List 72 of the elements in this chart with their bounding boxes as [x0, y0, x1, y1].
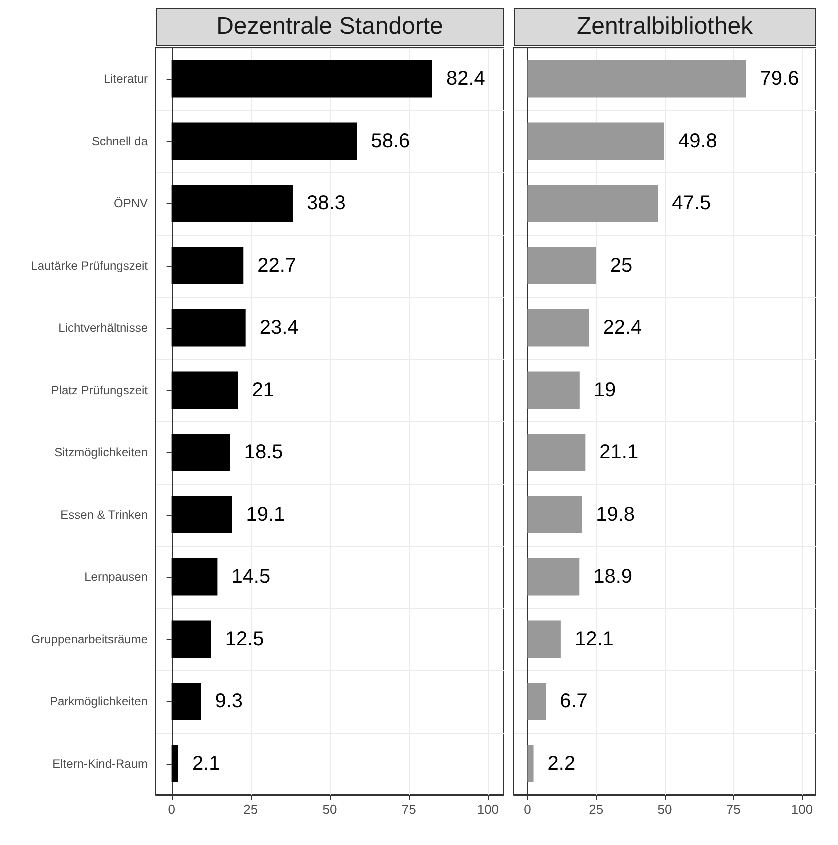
data-label: 21 — [252, 379, 275, 402]
x-tick-label: 0 — [168, 802, 176, 817]
bar — [528, 496, 582, 534]
data-label: 2.2 — [548, 752, 576, 775]
chart-title: Dezentrale Standorte — [156, 8, 504, 46]
x-tick-label: 100 — [477, 802, 500, 817]
data-label: 18.5 — [244, 442, 284, 464]
bar — [528, 558, 580, 596]
x-tick-label: 25 — [589, 802, 604, 817]
y-tick-label: Sitzmöglichkeiten — [54, 446, 148, 460]
bar — [172, 434, 230, 472]
y-tick-label: Lernpausen — [84, 570, 148, 584]
y-tick-label: Gruppenarbeitsräume — [31, 632, 148, 646]
x-tick-label: 50 — [658, 802, 672, 817]
data-label: 49.8 — [678, 130, 718, 152]
data-label: 12.5 — [225, 628, 264, 650]
bar — [172, 682, 202, 720]
x-tick-label: 100 — [791, 802, 814, 817]
bar — [172, 60, 432, 98]
data-label: 23.4 — [260, 317, 299, 340]
data-label: 14.5 — [232, 566, 271, 588]
x-tick-label: 0 — [524, 802, 532, 817]
bar — [528, 372, 580, 410]
bar — [172, 184, 293, 222]
data-label: 47.5 — [672, 192, 712, 215]
x-tick-label: 50 — [322, 802, 338, 817]
bar — [528, 309, 590, 347]
data-label: 38.3 — [306, 192, 346, 215]
data-label: 25 — [610, 254, 633, 277]
data-label: 19.8 — [596, 504, 636, 526]
bar — [172, 496, 232, 534]
data-label: 79.6 — [760, 68, 800, 90]
data-label: 18.9 — [594, 566, 633, 588]
data-label: 58.6 — [371, 130, 410, 152]
bar — [528, 184, 658, 222]
bar — [172, 122, 358, 160]
data-label: 22.4 — [603, 317, 642, 340]
bar — [172, 745, 178, 783]
bar — [528, 434, 586, 472]
bar — [528, 745, 534, 783]
y-tick-label: Schnell da — [92, 134, 148, 148]
bar — [528, 682, 546, 720]
y-tick-label: Lichtverhältnisse — [58, 321, 148, 336]
y-tick-label: Lautärke Prüfungszeit — [31, 258, 149, 273]
data-label: 22.7 — [258, 254, 297, 277]
chart-title: Zentralbibliothek — [514, 8, 816, 46]
bar — [172, 309, 246, 347]
bar — [172, 247, 244, 285]
x-tick-label: 75 — [726, 802, 741, 817]
bar — [528, 620, 561, 658]
y-tick-label: ÖPNV — [114, 196, 148, 211]
data-label: 82.4 — [446, 68, 486, 90]
data-label: 2.1 — [192, 752, 220, 775]
y-tick-label: Parkmöglichkeiten — [50, 694, 148, 709]
y-tick-label: Essen & Trinken — [60, 508, 148, 522]
bar — [172, 558, 218, 596]
bar — [528, 247, 596, 285]
bar — [528, 122, 664, 160]
data-label: 19 — [594, 379, 616, 402]
data-label: 19.1 — [246, 504, 286, 526]
y-tick-label: Eltern-Kind-Raum — [52, 756, 148, 771]
bar — [172, 620, 212, 658]
data-label: 21.1 — [600, 442, 639, 464]
data-label: 12.1 — [574, 628, 614, 650]
data-label: 6.7 — [560, 690, 588, 713]
bar — [528, 60, 746, 98]
data-label: 9.3 — [215, 690, 244, 713]
y-tick-label: Platz Prüfungszeit — [51, 383, 149, 398]
y-tick-label: Literatur — [104, 72, 148, 86]
bar — [172, 372, 238, 410]
x-tick-label: 25 — [244, 802, 258, 817]
x-tick-label: 75 — [402, 802, 416, 817]
